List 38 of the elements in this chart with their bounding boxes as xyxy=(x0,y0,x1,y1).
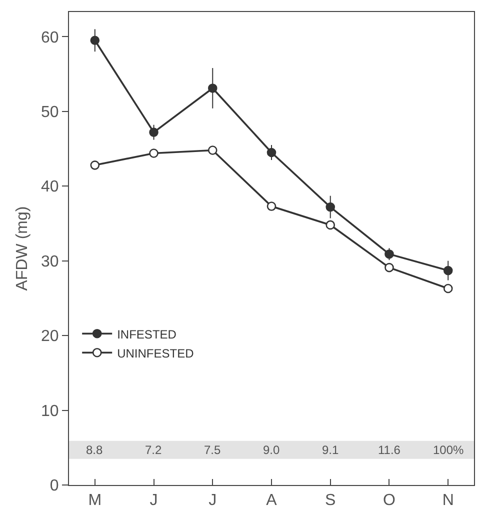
point xyxy=(384,249,394,259)
x-tick-label: N xyxy=(442,492,454,507)
x-tick-label: M xyxy=(88,492,102,507)
point xyxy=(149,148,158,158)
y-tick-label: 20 xyxy=(41,328,59,346)
x-tick-label: A xyxy=(266,492,278,507)
point xyxy=(208,146,218,155)
point xyxy=(266,148,276,158)
y-tick-label: 60 xyxy=(41,29,59,46)
point xyxy=(326,202,336,212)
y-tick-label: 50 xyxy=(41,104,59,121)
point xyxy=(443,266,453,276)
y-axis-title: AFDW (mg) xyxy=(14,206,31,291)
x-tick-label: O xyxy=(383,492,396,507)
y-tick-label: 10 xyxy=(41,402,59,420)
x-tick-label: J xyxy=(150,492,158,507)
point xyxy=(208,84,218,93)
point xyxy=(266,202,276,211)
point xyxy=(326,220,336,230)
y-tick-label: 0 xyxy=(50,478,59,495)
point xyxy=(149,128,158,137)
annotation: 9.1 xyxy=(322,443,340,457)
annotation: 7.5 xyxy=(204,443,222,457)
y-tick-label: 30 xyxy=(41,253,59,270)
point xyxy=(443,284,453,294)
annotation: 8.8 xyxy=(86,443,104,457)
legend-label: INFESTED xyxy=(117,327,177,342)
x-tick-label: S xyxy=(325,492,336,507)
annotation: 9.0 xyxy=(263,443,280,457)
x-tick-label: J xyxy=(208,492,217,507)
legend-label: UNINFESTED xyxy=(117,346,194,360)
annotation: 11.6 xyxy=(378,443,401,457)
annotation: 100% xyxy=(433,443,464,457)
y-tick-label: 40 xyxy=(41,178,59,196)
point xyxy=(90,160,100,170)
point xyxy=(90,36,100,46)
point xyxy=(384,262,394,272)
annotation: 7.2 xyxy=(145,443,162,457)
